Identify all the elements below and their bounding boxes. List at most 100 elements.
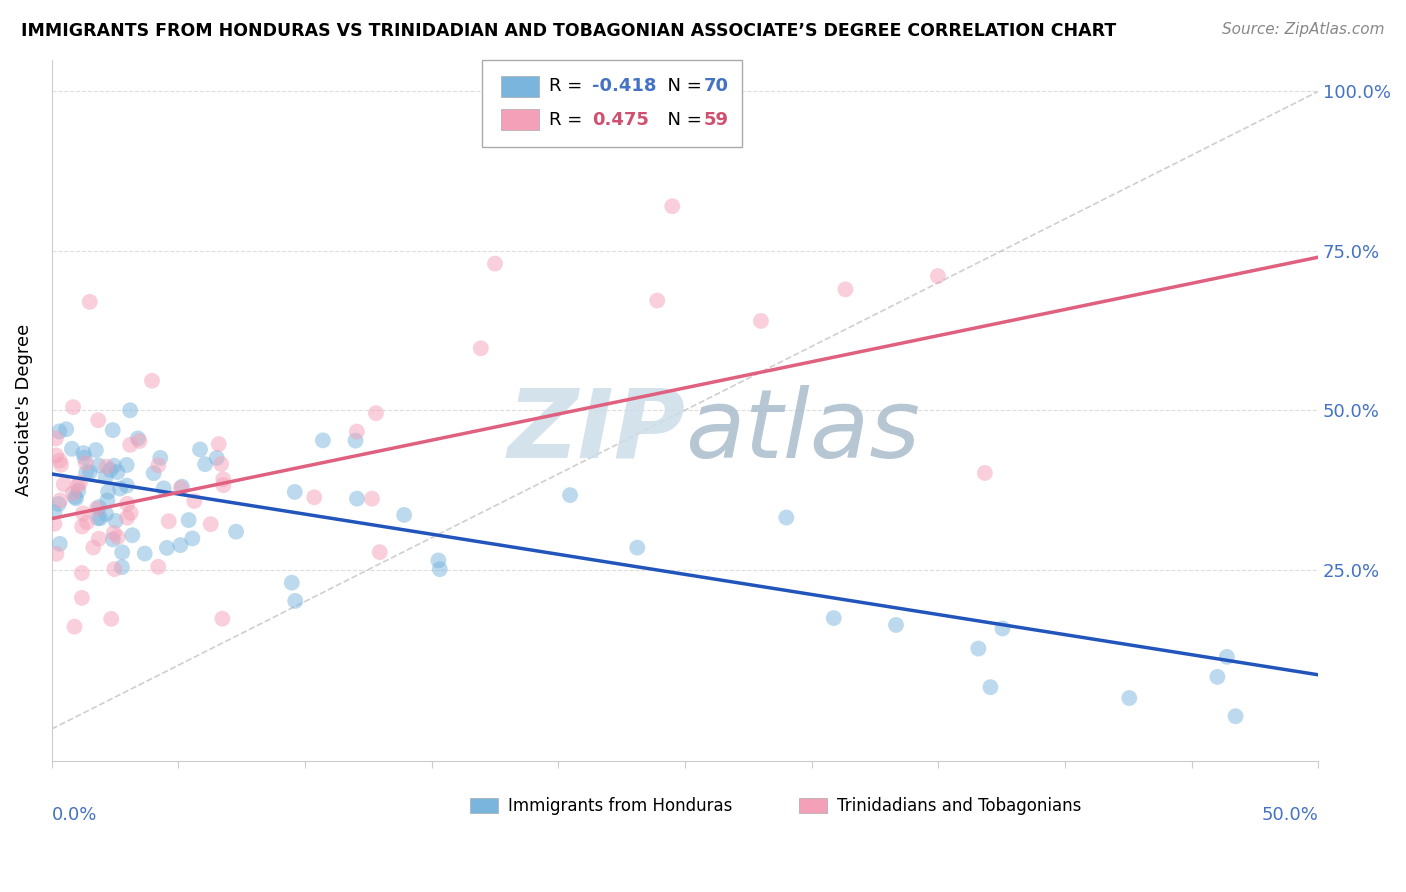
Point [96, 493, 118, 508]
Point [45, 431, 67, 445]
Point [344, 434, 367, 448]
Text: 50.0%: 50.0% [1261, 806, 1319, 824]
Point [979, 680, 1001, 694]
Point [121, 528, 143, 542]
Point [45, 449, 67, 463]
Point [884, 618, 907, 632]
Point [120, 506, 142, 520]
Text: 0.475: 0.475 [592, 111, 650, 129]
Text: IMMIGRANTS FROM HONDURAS VS TRINIDADIAN AND TOBAGONIAN ASSOCIATE’S DEGREE CORREL: IMMIGRANTS FROM HONDURAS VS TRINIDADIAN … [21, 22, 1116, 40]
Point [73, 450, 96, 465]
Point [62, 400, 84, 414]
Point [55, 422, 77, 436]
Point [127, 432, 149, 446]
Point [152, 481, 174, 495]
Point [86, 501, 108, 516]
Text: -0.418: -0.418 [592, 78, 657, 95]
Point [157, 514, 180, 528]
Point [63, 620, 86, 634]
Point [65, 491, 87, 506]
Point [94, 470, 117, 484]
Point [94, 507, 117, 521]
Text: 70: 70 [704, 78, 728, 95]
Point [142, 466, 165, 480]
Point [67, 483, 90, 498]
Bar [502, 110, 540, 130]
Point [205, 450, 228, 465]
Point [115, 510, 138, 524]
Point [115, 458, 138, 472]
Point [100, 612, 122, 626]
Point [209, 457, 232, 471]
Point [103, 562, 125, 576]
Bar [470, 798, 498, 814]
Point [346, 491, 368, 506]
Point [104, 514, 127, 528]
Point [361, 491, 384, 506]
Point [134, 547, 156, 561]
Point [87, 413, 110, 427]
Point [645, 293, 668, 308]
Point [115, 497, 138, 511]
Point [558, 488, 581, 502]
Point [96, 459, 118, 474]
Point [200, 517, 222, 532]
Point [84, 443, 107, 458]
Y-axis label: Associate's Degree: Associate's Degree [15, 324, 32, 496]
Text: Source: ZipAtlas.com: Source: ZipAtlas.com [1222, 22, 1385, 37]
Point [48, 425, 70, 439]
Point [661, 199, 683, 213]
Point [749, 314, 772, 328]
Point [49, 493, 72, 508]
Point [429, 562, 451, 576]
Point [1206, 670, 1229, 684]
Text: 0.0%: 0.0% [52, 806, 97, 824]
Text: ZIP: ZIP [508, 384, 685, 478]
Point [775, 510, 797, 524]
Point [284, 484, 307, 499]
Text: 59: 59 [704, 111, 728, 129]
Point [76, 516, 98, 530]
Point [87, 532, 110, 546]
Text: Trinidadians and Tobagonians: Trinidadians and Tobagonians [837, 797, 1081, 814]
Point [1118, 691, 1140, 706]
Point [211, 612, 233, 626]
Point [89, 511, 111, 525]
Point [169, 538, 191, 552]
Point [364, 406, 387, 420]
Point [70, 519, 93, 533]
Point [72, 507, 94, 521]
Point [87, 511, 110, 525]
Text: N =: N = [655, 78, 707, 95]
Point [79, 465, 101, 479]
FancyBboxPatch shape [482, 60, 742, 147]
Text: Immigrants from Honduras: Immigrants from Honduras [508, 797, 733, 814]
Point [183, 494, 205, 508]
Point [79, 294, 101, 309]
Point [177, 513, 200, 527]
Point [304, 491, 326, 505]
Point [991, 622, 1014, 636]
Point [101, 423, 124, 437]
Point [834, 282, 856, 296]
Point [108, 482, 131, 496]
Point [927, 268, 949, 283]
Point [312, 434, 335, 448]
Text: N =: N = [655, 111, 707, 129]
Point [70, 566, 93, 580]
Point [97, 484, 120, 499]
Point [973, 466, 995, 480]
Point [967, 641, 990, 656]
Point [72, 446, 94, 460]
Point [149, 450, 172, 465]
Point [52, 477, 75, 491]
Point [368, 545, 391, 559]
Point [120, 438, 142, 452]
Point [392, 508, 415, 522]
Point [156, 541, 179, 555]
Text: R =: R = [550, 78, 589, 95]
Point [87, 500, 110, 514]
Point [45, 547, 67, 561]
Point [111, 560, 134, 574]
Point [63, 490, 86, 504]
